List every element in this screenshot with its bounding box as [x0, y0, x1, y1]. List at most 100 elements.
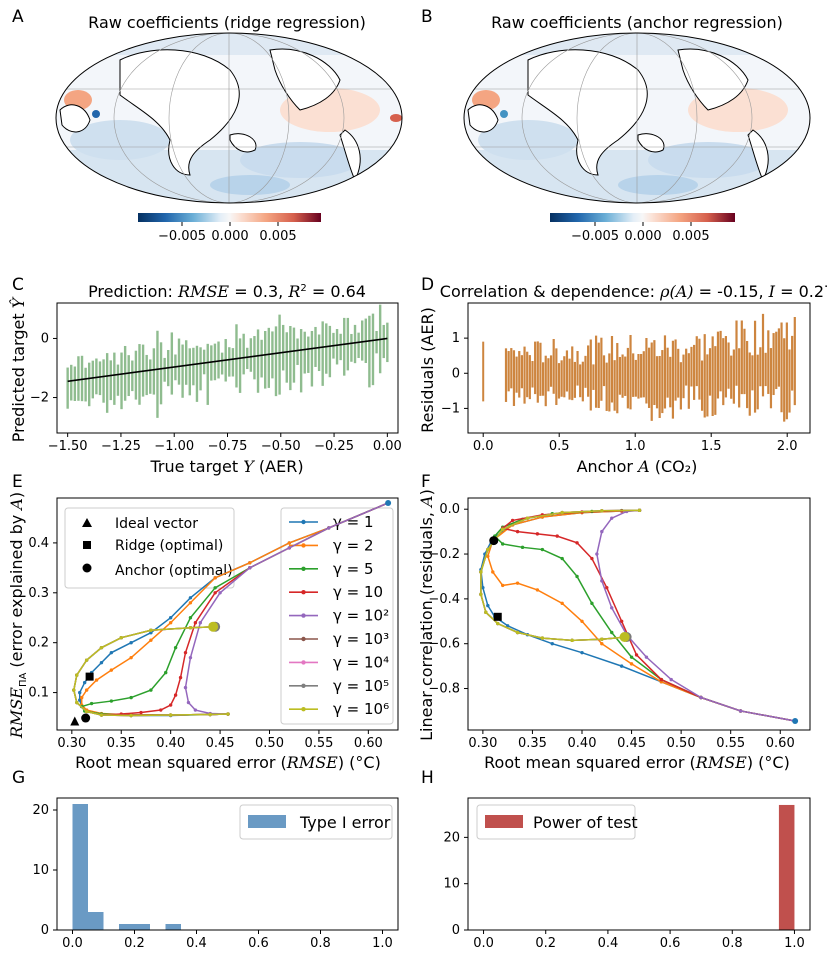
series-point	[600, 637, 604, 641]
y-tick-label: −0.4	[428, 592, 460, 607]
y-tick-label: 1	[452, 331, 460, 346]
series-point	[479, 570, 483, 574]
series-point	[535, 532, 540, 536]
series-point	[738, 709, 743, 713]
cbar-tick-label: −0.005	[158, 229, 206, 244]
series-point	[168, 616, 173, 620]
legend-markers-e: Ideal vector Ridge (optimal) Anchor (opt…	[64, 507, 235, 589]
series-point	[183, 685, 188, 690]
legend-label-anchor: Anchor (optimal)	[115, 563, 233, 579]
series-line	[595, 508, 797, 723]
legend-marker-ideal	[82, 518, 92, 527]
axes-g: 0.0 0.2 0.4 0.6 0.8 1.0 0 10 20	[32, 803, 392, 951]
x-tick-label: 0.45	[206, 736, 235, 751]
series-point	[500, 527, 505, 532]
y-tick-label: 0.0	[439, 502, 460, 517]
legend-label-type1: Type I error	[299, 813, 391, 832]
y-tick-label: 10	[443, 877, 460, 892]
series-point	[535, 588, 540, 592]
x-tick-label: −1.00	[154, 439, 194, 454]
series-point	[327, 526, 331, 530]
ylabel-d: Residuals (AER)	[418, 307, 437, 433]
panel-letter-d: D	[421, 275, 434, 295]
series-point	[168, 713, 173, 717]
series-point	[84, 658, 89, 662]
xlabel-e: Root mean squared error (RMSE) (°C)	[75, 753, 381, 772]
series-point	[486, 603, 490, 608]
fit-line	[67, 337, 388, 383]
series-point	[610, 630, 614, 635]
legend-label-gamma: γ = 10⁵	[333, 677, 389, 695]
series-point	[550, 642, 554, 646]
series-point	[178, 675, 183, 680]
series-point	[600, 579, 604, 583]
legend-label-gamma: γ = 10⁴	[333, 653, 389, 671]
series-point	[78, 698, 82, 702]
series-point	[99, 713, 104, 717]
series-point	[75, 673, 79, 677]
x-tick-label: 0.35	[107, 736, 136, 751]
cbar-tick-label: −0.005	[571, 229, 619, 244]
x-tick-label: 0.8	[310, 936, 331, 951]
legend-swatch-point	[301, 660, 306, 665]
scatter-points-c	[66, 304, 389, 418]
series-point	[129, 640, 133, 645]
panel-letter-f: F	[421, 472, 431, 492]
legend-label-gamma: γ = 5	[333, 560, 374, 578]
x-tick-label: 0.55	[716, 736, 745, 751]
legend-marker-ridge	[83, 541, 91, 549]
series-point	[78, 690, 82, 695]
series-end-marker	[619, 631, 630, 642]
series-point	[520, 545, 525, 550]
panel-letter-a: A	[12, 7, 24, 27]
y-tick-label: 0.1	[28, 686, 49, 701]
series-point	[699, 695, 703, 700]
series-point	[481, 585, 485, 590]
series-point	[193, 708, 198, 712]
series-point	[129, 655, 133, 660]
y-tick-label: 0	[41, 923, 49, 938]
legend-marker-anchor	[82, 563, 92, 573]
x-tick-label: 0.6	[660, 936, 681, 951]
y-tick-label: 0.2	[28, 636, 49, 651]
x-tick-label: 0.00	[373, 439, 402, 454]
x-tick-label: 0.0	[62, 936, 83, 951]
map-anchor	[463, 32, 811, 204]
chart-title-c: Prediction: RMSE = 0.3, R2 = 0.64	[88, 282, 366, 301]
y-tick-label: 0	[452, 366, 460, 381]
series-point	[226, 712, 230, 716]
y-tick-label: −0.6	[428, 637, 460, 652]
legend-label-gamma: γ = 10⁶	[333, 700, 389, 718]
x-tick-label: −1.25	[101, 439, 141, 454]
anchor-marker	[81, 713, 91, 723]
legend-swatch-point	[301, 590, 306, 595]
legend-swatch-point	[301, 613, 306, 618]
series-point	[605, 585, 609, 590]
series-point	[515, 581, 520, 585]
series-point	[484, 610, 488, 615]
legend-label-ideal: Ideal vector	[115, 516, 198, 532]
panel-letter-e: E	[12, 472, 23, 492]
y-tick-label: −0.8	[428, 682, 460, 697]
legend-swatch-point	[301, 683, 306, 688]
histogram-bar	[134, 924, 150, 930]
series-point	[99, 645, 104, 650]
series-path	[493, 509, 796, 722]
y-tick-label: 20	[32, 803, 49, 818]
legend-swatch-point	[301, 636, 306, 642]
bars-g	[72, 804, 181, 930]
series-point	[287, 541, 291, 545]
series-point	[72, 688, 76, 692]
x-tick-label: 1.0	[625, 439, 646, 454]
cbar-tick-label: 0.005	[259, 229, 296, 244]
series-point	[109, 650, 114, 655]
legend-label-gamma: γ = 2	[333, 536, 374, 554]
x-tick-label: 0.6	[248, 936, 269, 951]
series-point	[505, 624, 510, 628]
series-point	[94, 678, 99, 682]
plot-frame-h	[467, 797, 811, 931]
colorbar-anchor: −0.005 0.000 0.005	[550, 213, 735, 244]
series-point	[486, 554, 490, 558]
series-point	[139, 710, 143, 715]
